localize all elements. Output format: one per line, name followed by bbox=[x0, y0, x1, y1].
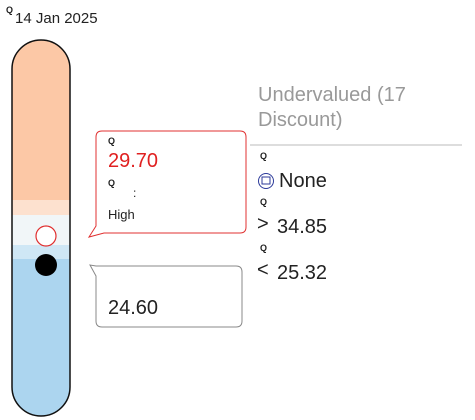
high-label: High bbox=[108, 207, 135, 222]
calendar-icon bbox=[258, 173, 274, 189]
bar-outline bbox=[11, 39, 71, 417]
icon: Q bbox=[260, 151, 268, 161]
high-marker bbox=[35, 225, 57, 247]
lower-symbol: < bbox=[257, 259, 269, 281]
icon: Q bbox=[260, 243, 268, 253]
icon: Q bbox=[6, 5, 14, 15]
dividend: None bbox=[279, 170, 327, 192]
current-value: 24.60 bbox=[108, 297, 159, 319]
upper-symbol: > bbox=[257, 213, 269, 235]
valuation-bar bbox=[12, 40, 70, 416]
date: 14 Jan 2025 bbox=[15, 10, 98, 27]
high-callout-box bbox=[87, 130, 247, 238]
upper-value: 34.85 bbox=[277, 216, 328, 238]
lower-value: 25.32 bbox=[277, 262, 328, 284]
separator: : bbox=[133, 186, 137, 200]
icon: Q bbox=[108, 136, 116, 146]
current-marker bbox=[35, 254, 57, 276]
high-value: 29.70 bbox=[108, 150, 159, 172]
current-callout-box bbox=[89, 264, 243, 328]
icon: Q bbox=[108, 178, 116, 188]
icon: Q bbox=[260, 197, 268, 207]
valuation-status: Undervalued (17 Discount) bbox=[258, 84, 406, 131]
